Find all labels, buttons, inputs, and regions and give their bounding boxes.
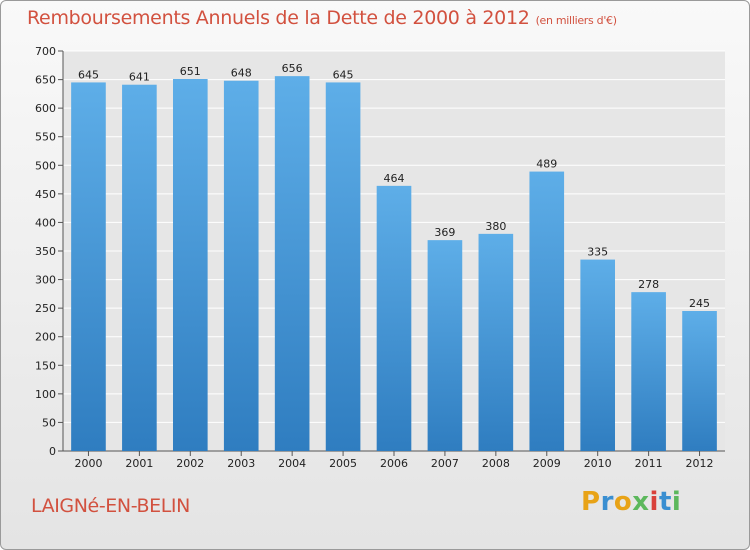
data-label: 464 <box>384 172 405 185</box>
y-tick-label: 450 <box>35 188 56 201</box>
bar <box>122 84 157 451</box>
y-tick-label: 650 <box>35 74 56 87</box>
data-label: 335 <box>587 246 608 259</box>
y-tick-label: 150 <box>35 359 56 372</box>
logo-letter: x <box>632 487 650 517</box>
x-tick-label: 2009 <box>533 457 561 470</box>
data-label: 278 <box>638 278 659 291</box>
x-tick-label: 2012 <box>686 457 714 470</box>
city-name: LAIGNé-EN-BELIN <box>31 495 190 517</box>
y-tick-label: 550 <box>35 131 56 144</box>
x-tick-label: 2002 <box>176 457 204 470</box>
y-tick-label: 350 <box>35 245 56 258</box>
x-tick-label: 2005 <box>329 457 357 470</box>
chart-subtitle: (en milliers d'€) <box>535 14 617 27</box>
bar <box>682 311 717 451</box>
data-label: 651 <box>180 65 201 78</box>
y-tick-label: 0 <box>49 445 56 458</box>
logo-letter: o <box>613 487 633 517</box>
bar <box>71 82 106 451</box>
x-tick-label: 2001 <box>125 457 153 470</box>
bar <box>580 259 616 451</box>
x-tick-label: 2008 <box>482 457 510 470</box>
logo-letter: i <box>649 487 659 517</box>
data-label: 656 <box>282 62 303 75</box>
data-label: 645 <box>333 68 354 81</box>
x-tick-label: 2004 <box>278 457 306 470</box>
data-label: 489 <box>536 158 557 171</box>
y-tick-label: 600 <box>35 102 56 115</box>
bar <box>172 79 208 451</box>
bar <box>478 233 514 451</box>
x-tick-label: 2011 <box>635 457 663 470</box>
x-tick-label: 2003 <box>227 457 255 470</box>
chart-title-text: Remboursements Annuels de la Dette de 20… <box>27 7 530 29</box>
data-label: 645 <box>78 68 99 81</box>
y-tick-label: 50 <box>42 416 56 429</box>
logo-letter: t <box>658 487 672 517</box>
y-tick-label: 300 <box>35 274 56 287</box>
data-label: 245 <box>689 297 710 310</box>
data-label: 641 <box>129 71 150 84</box>
bar <box>376 185 412 451</box>
data-label: 369 <box>434 226 455 239</box>
x-tick-label: 2010 <box>584 457 612 470</box>
bar <box>223 80 259 451</box>
x-tick-label: 2000 <box>74 457 102 470</box>
logo-letter: P <box>581 487 601 517</box>
proxiti-logo: Proxiti <box>581 487 681 517</box>
data-label: 380 <box>485 220 506 233</box>
bar <box>631 292 666 451</box>
logo-letter: i <box>671 487 682 517</box>
bar <box>529 171 565 452</box>
logo-letter: r <box>600 487 614 517</box>
y-tick-label: 500 <box>35 159 56 172</box>
y-tick-label: 700 <box>35 45 56 58</box>
y-tick-label: 200 <box>35 331 56 344</box>
y-tick-label: 100 <box>35 388 56 401</box>
y-tick-label: 400 <box>35 216 56 229</box>
y-tick-label: 250 <box>35 302 56 315</box>
bar <box>427 240 463 451</box>
bar <box>325 82 361 451</box>
chart-title: Remboursements Annuels de la Dette de 20… <box>27 7 617 29</box>
data-label: 648 <box>231 67 252 80</box>
x-tick-label: 2006 <box>380 457 408 470</box>
bar <box>274 76 310 452</box>
x-tick-label: 2007 <box>431 457 459 470</box>
